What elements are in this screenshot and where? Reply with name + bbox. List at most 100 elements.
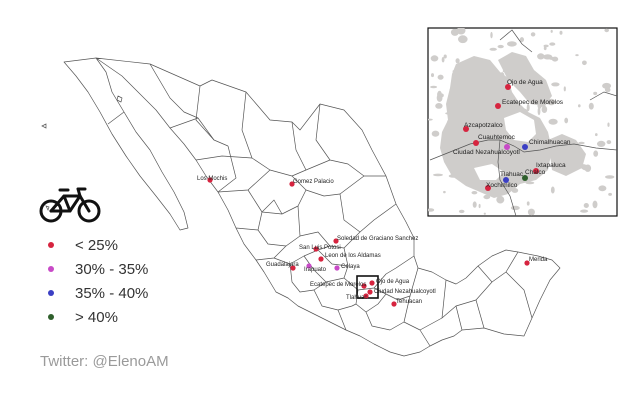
- urban-speck: [431, 130, 440, 137]
- city-marker: Chalco: [522, 169, 546, 181]
- city-dot: [361, 283, 367, 289]
- state-borders: [149, 63, 533, 347]
- city-marker: Irapuato: [304, 263, 327, 273]
- city-label: Cuauhtemoc: [478, 134, 516, 141]
- city-dot: [533, 168, 539, 174]
- urban-speck: [582, 60, 587, 66]
- city-dot: [306, 263, 312, 269]
- urban-speck: [458, 209, 465, 214]
- legend-swatch-35-40: [48, 290, 54, 296]
- city-dot: [333, 238, 339, 244]
- urban-speck: [458, 35, 468, 44]
- urban-speck: [550, 29, 553, 33]
- city-dot: [522, 144, 528, 150]
- legend: < 25% 30% - 35% 35% - 40% > 40%: [48, 237, 148, 326]
- urban-speck: [433, 173, 443, 177]
- urban-speck: [428, 208, 435, 212]
- urban-speck: [431, 73, 434, 78]
- city-marker: Guadalajara: [266, 262, 299, 271]
- city-label: Ciudad Nezahualcoyotl: [453, 149, 520, 156]
- legend-label: 30% - 35%: [75, 261, 148, 278]
- urban-speck: [559, 30, 563, 35]
- city-label: Tlahuac: [346, 295, 367, 301]
- city-label: Tlahuac: [500, 171, 524, 178]
- urban-speck: [510, 205, 520, 211]
- urban-speck: [580, 209, 589, 213]
- city-label: Azcapotzalco: [464, 122, 503, 129]
- urban-speck: [537, 53, 545, 60]
- city-dot: [505, 84, 511, 90]
- city-label: Ixtapaluca: [536, 162, 566, 169]
- city-dot: [522, 175, 528, 181]
- urban-speck: [604, 28, 609, 33]
- city-label: Gomez Palacio: [293, 179, 334, 185]
- city-label: Leon de los Aldamas: [325, 253, 381, 259]
- city-label: Soledad de Graciano Sanchez: [337, 236, 418, 242]
- city-marker: Merida: [524, 257, 548, 266]
- inset-city-markers: Ojo de Agua Ecatepec de Morelos Azcapotzal…: [453, 79, 571, 191]
- city-marker: Tlahuac: [346, 293, 369, 301]
- city-marker: Azcapotzalco: [463, 122, 503, 132]
- city-marker: Ecatepec de Morelos: [495, 99, 564, 109]
- urban-area-main: [440, 56, 552, 198]
- urban-speck: [472, 201, 477, 208]
- lake-texcoco: [504, 112, 536, 142]
- urban-speck: [592, 200, 598, 209]
- city-label: Irapuato: [304, 267, 327, 273]
- legend-label: 35% - 40%: [75, 285, 148, 302]
- city-label: Los Mochis: [197, 176, 227, 182]
- legend-item: 35% - 40%: [48, 285, 148, 302]
- urban-speck: [548, 118, 558, 125]
- city-marker: Los Mochis: [197, 176, 227, 183]
- urban-speck: [519, 37, 525, 43]
- urban-speck: [593, 91, 598, 96]
- urban-speck: [602, 82, 612, 89]
- urban-speck: [530, 32, 536, 37]
- legend-swatch-lt25: [48, 242, 54, 248]
- legend-swatch-gt40: [48, 314, 54, 320]
- urban-speck: [563, 86, 566, 92]
- urban-speck: [583, 203, 589, 208]
- urban-speck: [550, 186, 555, 194]
- city-marker: Xochimilco: [485, 182, 518, 191]
- urban-speck: [490, 31, 493, 39]
- urban-speck: [471, 191, 478, 195]
- city-marker: Ixtapaluca: [533, 162, 566, 174]
- city-marker: Tlahuac: [500, 171, 524, 183]
- urban-speck: [489, 47, 497, 51]
- city-dot: [207, 177, 213, 183]
- city-label: Chimalhuacan: [529, 139, 571, 146]
- urban-speck: [575, 54, 579, 57]
- island-tiburon: [116, 95, 123, 103]
- city-dot: [289, 181, 295, 187]
- urban-speck: [598, 185, 607, 192]
- urban-speck: [460, 35, 463, 39]
- legend-item: < 25%: [48, 237, 118, 254]
- urban-speck: [526, 201, 530, 206]
- urban-speck: [551, 82, 560, 87]
- city-label: San Luis Potosi: [299, 245, 341, 251]
- city-label: Ciudad Nezahualcoyotl: [374, 289, 436, 295]
- mexico-map: [63, 57, 561, 357]
- urban-speck: [483, 194, 491, 200]
- city-marker: Celaya: [334, 264, 360, 271]
- legend-item: > 40%: [48, 309, 118, 326]
- urban-speck: [496, 195, 505, 204]
- city-marker: Tehuacan: [391, 299, 422, 307]
- city-dot: [367, 289, 373, 295]
- city-label: Xochimilco: [486, 182, 518, 189]
- urban-speck: [595, 133, 598, 137]
- urban-speck: [593, 150, 599, 157]
- urban-speck: [435, 103, 443, 109]
- city-label: Ecatepec de Morelos: [310, 282, 366, 288]
- city-marker: San Luis Potosi: [299, 245, 341, 252]
- city-dot: [504, 144, 510, 150]
- legend-label: > 40%: [75, 309, 118, 326]
- urban-speck: [607, 122, 610, 127]
- baja-peninsula: [63, 57, 189, 231]
- urban-speck: [497, 44, 504, 49]
- city-marker: Ojo de Agua: [369, 279, 410, 286]
- urban-speck: [443, 190, 446, 194]
- city-dot: [363, 293, 369, 299]
- twitter-credit: Twitter: @ElenoAM: [40, 353, 169, 370]
